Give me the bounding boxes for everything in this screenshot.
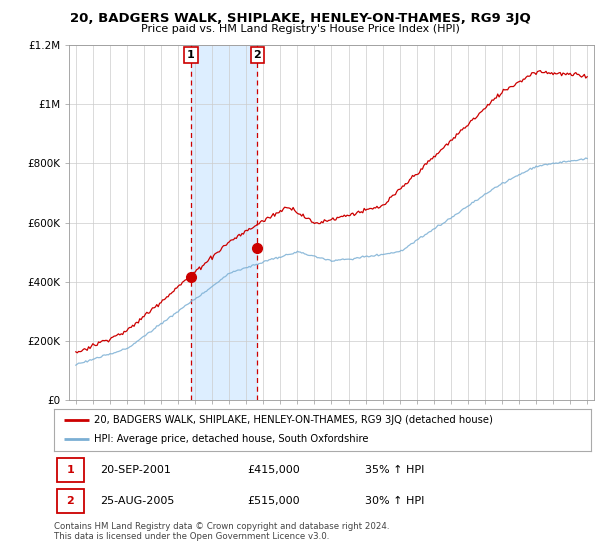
- Text: HPI: Average price, detached house, South Oxfordshire: HPI: Average price, detached house, Sout…: [94, 435, 369, 445]
- Text: Contains HM Land Registry data © Crown copyright and database right 2024.
This d: Contains HM Land Registry data © Crown c…: [54, 522, 389, 542]
- Text: 30% ↑ HPI: 30% ↑ HPI: [365, 496, 425, 506]
- Text: 20-SEP-2001: 20-SEP-2001: [100, 465, 170, 475]
- Text: 20, BADGERS WALK, SHIPLAKE, HENLEY-ON-THAMES, RG9 3JQ (detached house): 20, BADGERS WALK, SHIPLAKE, HENLEY-ON-TH…: [94, 415, 493, 425]
- Bar: [56, 458, 83, 482]
- Text: £515,000: £515,000: [247, 496, 300, 506]
- Text: 2: 2: [253, 50, 261, 60]
- Text: 2: 2: [66, 496, 74, 506]
- Text: £415,000: £415,000: [247, 465, 300, 475]
- Text: 1: 1: [66, 465, 74, 475]
- Text: 1: 1: [187, 50, 195, 60]
- Text: 20, BADGERS WALK, SHIPLAKE, HENLEY-ON-THAMES, RG9 3JQ: 20, BADGERS WALK, SHIPLAKE, HENLEY-ON-TH…: [70, 12, 530, 25]
- Text: 35% ↑ HPI: 35% ↑ HPI: [365, 465, 425, 475]
- Text: 25-AUG-2005: 25-AUG-2005: [100, 496, 174, 506]
- Bar: [191, 45, 257, 400]
- Text: Price paid vs. HM Land Registry's House Price Index (HPI): Price paid vs. HM Land Registry's House …: [140, 24, 460, 34]
- Bar: [56, 489, 83, 514]
